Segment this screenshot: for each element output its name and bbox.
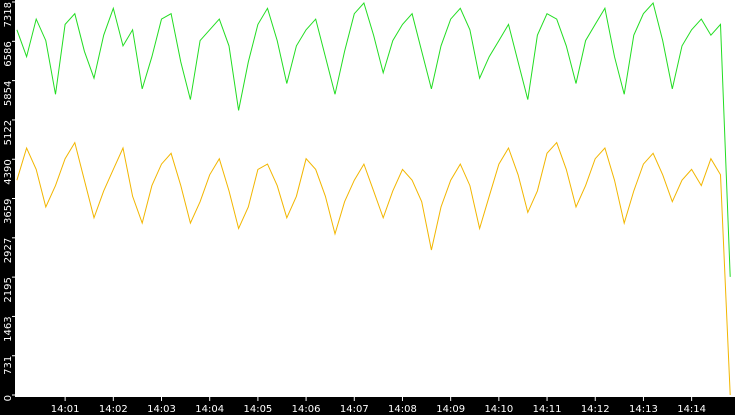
x-tick-label: 14:11 [533,404,562,415]
y-tick-label: 731 [3,356,14,375]
x-tick-label: 14:03 [147,404,176,415]
y-tick-label: 2195 [3,277,14,302]
x-tick-label: 14:05 [243,404,272,415]
y-tick-label: 7318 [3,2,14,27]
x-tick-label: 14:01 [51,404,80,415]
y-tick-label: 2927 [3,238,14,263]
series-line [16,1,731,277]
y-tick-label: 1463 [3,316,14,341]
y-tick-label: 3659 [3,199,14,224]
x-tick-label: 14:12 [581,404,610,415]
series-line [16,141,731,396]
y-axis-strip [0,0,15,415]
y-tick-label: 6586 [3,41,14,66]
x-tick-label: 14:06 [292,404,321,415]
x-tick-label: 14:08 [388,404,417,415]
y-tick-label: 4390 [3,159,14,184]
x-tick-label: 14:14 [677,404,706,415]
x-tick-label: 14:02 [99,404,128,415]
y-tick-label: 5854 [3,81,14,106]
y-tick-label: 5122 [3,120,14,145]
x-tick-label: 14:13 [629,404,658,415]
x-tick-label: 14:04 [195,404,224,415]
x-tick-label: 14:07 [340,404,369,415]
x-tick-label: 14:09 [436,404,465,415]
y-tick-label: 0 [3,395,14,401]
x-axis-strip [0,397,735,415]
x-tick-label: 14:10 [484,404,513,415]
